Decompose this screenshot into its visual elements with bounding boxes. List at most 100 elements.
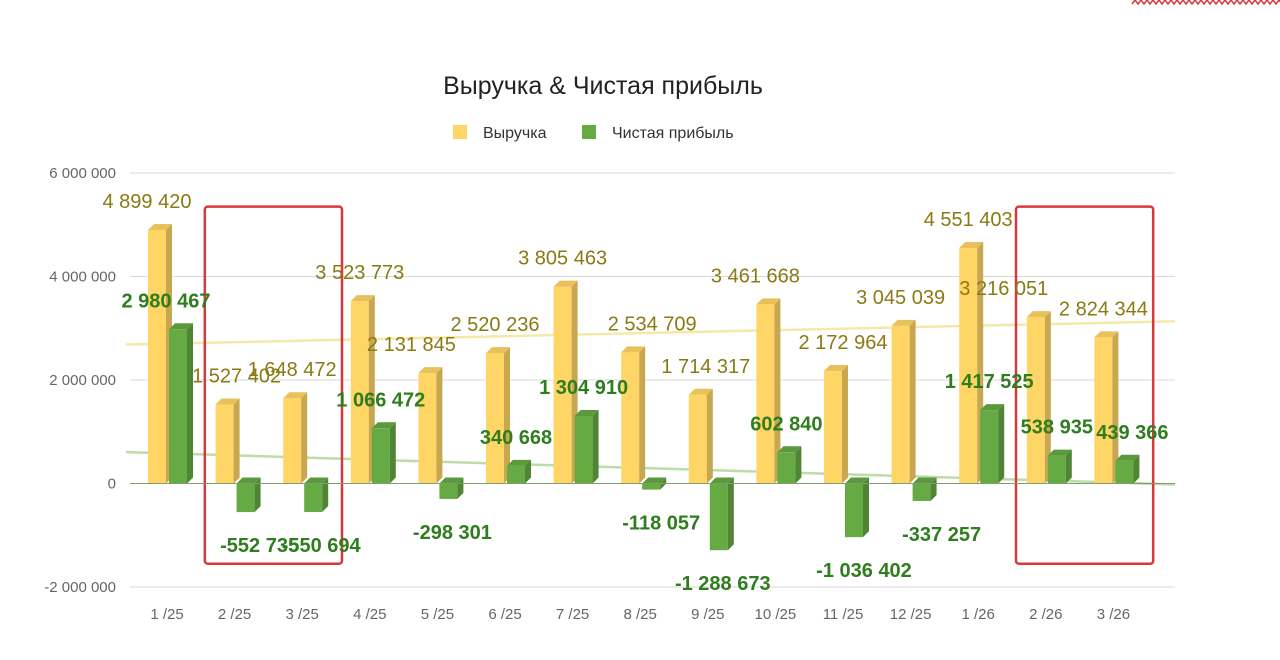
profit-bar bbox=[439, 477, 464, 499]
profit-bar-top bbox=[304, 477, 329, 484]
profit-bar-front bbox=[1047, 455, 1066, 484]
profit-bar-top bbox=[912, 477, 937, 484]
profit-bar-front bbox=[912, 483, 931, 501]
profit-bar-front bbox=[777, 452, 796, 484]
profit-bar-front bbox=[845, 483, 863, 538]
revenue-bar bbox=[891, 319, 916, 484]
profit-bar-side bbox=[795, 446, 802, 484]
revenue-bar-front bbox=[1094, 337, 1113, 484]
profit-bar-front bbox=[709, 483, 728, 551]
profit-bar-front bbox=[236, 483, 255, 513]
revenue-bar-top bbox=[215, 398, 240, 405]
profit-bar-front bbox=[980, 410, 999, 484]
profit-bar-top bbox=[507, 459, 531, 466]
profit-bar bbox=[236, 477, 261, 513]
revenue-bar-side bbox=[1112, 331, 1119, 484]
revenue-data-label: 2 534 709 bbox=[608, 313, 697, 335]
revenue-bar-side bbox=[774, 298, 781, 484]
revenue-bar-front bbox=[553, 286, 572, 484]
x-tick-label: 11 /25 bbox=[823, 606, 864, 623]
y-tick-label: 4 000 000 bbox=[49, 269, 116, 286]
x-tick-label: 4 /25 bbox=[353, 606, 386, 623]
revenue-bar-front bbox=[959, 247, 978, 484]
profit-bar-front bbox=[1115, 460, 1134, 484]
revenue-bar-top bbox=[553, 280, 578, 287]
revenue-data-label: 3 216 051 bbox=[959, 278, 1048, 300]
profit-bar bbox=[371, 422, 396, 484]
revenue-data-label: 3 805 463 bbox=[518, 248, 607, 270]
revenue-bar bbox=[1026, 311, 1051, 484]
x-tick-label: 1 /26 bbox=[962, 606, 995, 623]
revenue-bar-side bbox=[842, 365, 848, 484]
profit-bar bbox=[1047, 449, 1072, 484]
x-tick-label: 6 /25 bbox=[488, 606, 521, 623]
revenue-data-label: 2 824 344 bbox=[1059, 298, 1148, 320]
revenue-bar-side bbox=[504, 347, 510, 484]
revenue-bar-side bbox=[706, 388, 713, 484]
revenue-bar bbox=[283, 392, 308, 484]
revenue-data-label: 2 520 236 bbox=[451, 314, 540, 336]
legend-label-revenue: Выручка bbox=[483, 125, 547, 142]
profit-bar-side bbox=[254, 477, 261, 513]
profit-bar-side bbox=[592, 409, 599, 484]
profit-bar bbox=[304, 477, 329, 512]
profit-bar-front bbox=[642, 483, 661, 490]
profit-bar-side bbox=[727, 477, 734, 551]
profit-bar-top bbox=[1047, 449, 1072, 456]
profit-bar-side bbox=[1133, 454, 1140, 484]
profit-bar-top bbox=[709, 477, 734, 484]
bars bbox=[148, 223, 1140, 551]
revenue-bar-top bbox=[1094, 331, 1119, 338]
profit-bar bbox=[980, 404, 1005, 484]
revenue-data-label: 1 648 472 bbox=[248, 359, 337, 381]
x-tick-label: 2 /26 bbox=[1029, 606, 1062, 623]
revenue-bar-front bbox=[756, 304, 775, 484]
revenue-bar-top bbox=[756, 298, 781, 305]
revenue-bar-top bbox=[891, 319, 916, 326]
profit-bar-side bbox=[457, 477, 464, 499]
revenue-bar-side bbox=[639, 346, 646, 484]
revenue-bar-front bbox=[1026, 317, 1045, 484]
legend-label-profit: Чистая прибыль bbox=[612, 125, 734, 142]
revenue-bar-front bbox=[215, 404, 234, 484]
profit-bar bbox=[507, 459, 531, 484]
profit-bar-top bbox=[845, 477, 869, 484]
profit-bar-front bbox=[439, 483, 458, 499]
profit-data-label: 1 304 910 bbox=[539, 377, 628, 399]
profit-bar-top bbox=[642, 477, 667, 484]
profit-data-label: 538 935 bbox=[1021, 417, 1093, 439]
profit-bar bbox=[912, 477, 937, 501]
profit-data-label: -1 036 402 bbox=[816, 560, 912, 582]
profit-data-label: -552 735 bbox=[220, 535, 299, 557]
profit-data-label: 602 840 bbox=[750, 413, 822, 435]
profit-bar-top bbox=[574, 409, 599, 416]
x-tick-label: 12 /25 bbox=[890, 606, 932, 623]
profit-bar-front bbox=[169, 329, 187, 484]
x-tick-label: 2 /25 bbox=[218, 606, 251, 623]
profit-data-label: 340 668 bbox=[480, 427, 552, 449]
revenue-bar-side bbox=[1044, 311, 1051, 484]
x-tick-label: 3 /25 bbox=[286, 606, 319, 623]
revenue-bar bbox=[824, 365, 848, 484]
revenue-data-label: 2 172 964 bbox=[799, 332, 888, 354]
revenue-bar-front bbox=[350, 301, 369, 484]
profit-bar-side bbox=[187, 323, 193, 484]
revenue-data-label: 2 131 845 bbox=[367, 334, 456, 356]
profit-bar bbox=[845, 477, 869, 538]
x-tick-label: 1 /25 bbox=[150, 606, 183, 623]
revenue-bar-side bbox=[301, 392, 308, 484]
x-axis: 1 /25 2 /25 3 /25 4 /25 5 /25 6 /25 7 /25 8 /25… bbox=[130, 483, 1175, 623]
profit-data-label: 1 417 525 bbox=[945, 371, 1034, 393]
y-tick-label: -2 000 000 bbox=[44, 579, 116, 596]
profit-bar-top bbox=[439, 477, 464, 484]
y-tick-label: 6 000 000 bbox=[49, 165, 116, 182]
x-tick-label: 5 /25 bbox=[421, 606, 454, 623]
revenue-bar bbox=[688, 388, 713, 484]
revenue-bar bbox=[486, 347, 510, 484]
revenue-bar-front bbox=[621, 352, 640, 484]
revenue-data-label: 1 527 402 bbox=[192, 365, 281, 387]
profit-data-label: -337 257 bbox=[902, 524, 981, 546]
revenue-bar-side bbox=[233, 398, 240, 484]
